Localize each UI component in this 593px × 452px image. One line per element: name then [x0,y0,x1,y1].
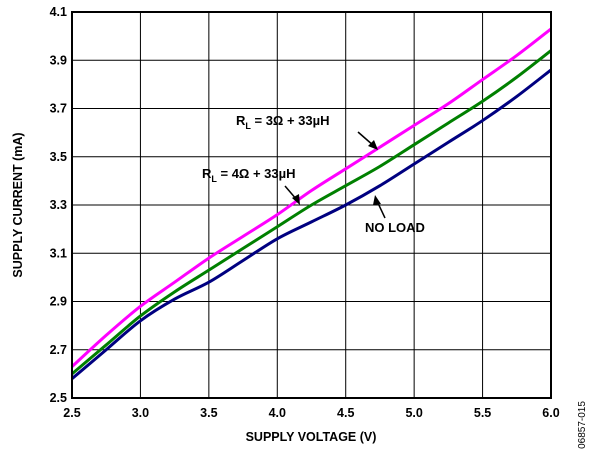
x-tick-label: 3.5 [200,406,217,420]
y-tick-label: 4.1 [50,5,67,19]
series-line-1 [71,49,552,376]
x-tick-label: 3.0 [132,406,149,420]
x-tick-label: 5.0 [405,406,422,420]
series-layer [70,27,552,380]
y-tick-label: 2.5 [50,391,67,405]
y-tick-label: 2.7 [50,343,67,357]
y-tick-label: 3.1 [50,246,67,260]
annotation-arrowhead-no-load [373,195,381,205]
y-tick-label: 2.9 [50,295,67,309]
x-tick-label: 4.5 [337,406,354,420]
plot-frame [71,11,552,399]
x-tick-label: 5.5 [474,406,491,420]
annotation-arrowhead-rl-3ohm [368,140,378,150]
x-tick-label: 6.0 [542,406,559,420]
x-tick-labels: 2.5 3.0 3.5 4.0 4.5 5.0 5.5 6.0 [63,406,559,420]
y-tick-label: 3.5 [50,150,67,164]
series-line-0 [70,27,552,368]
annotation-arrowhead-rl-4ohm [292,194,300,205]
x-tick-label: 4.0 [269,406,286,420]
series-line-2 [71,68,552,380]
x-tick-label: 2.5 [63,406,80,420]
annotation-rl-4ohm: RL = 4Ω + 33µH [202,166,296,184]
annotation-rl-3ohm: RL = 3Ω + 33µH [236,113,330,131]
y-tick-label: 3.9 [50,53,67,67]
x-axis-title: SUPPLY VOLTAGE (V) [246,430,377,444]
y-tick-label: 3.7 [50,102,67,116]
figure-id: 06857-015 [577,401,588,449]
y-tick-label: 3.3 [50,198,67,212]
annotation-no-load: NO LOAD [365,220,425,235]
y-tick-labels: 2.5 2.7 2.9 3.1 3.3 3.5 3.7 3.9 4.1 [50,5,67,405]
y-axis-title: SUPPLY CURRENT (mA) [11,132,25,277]
